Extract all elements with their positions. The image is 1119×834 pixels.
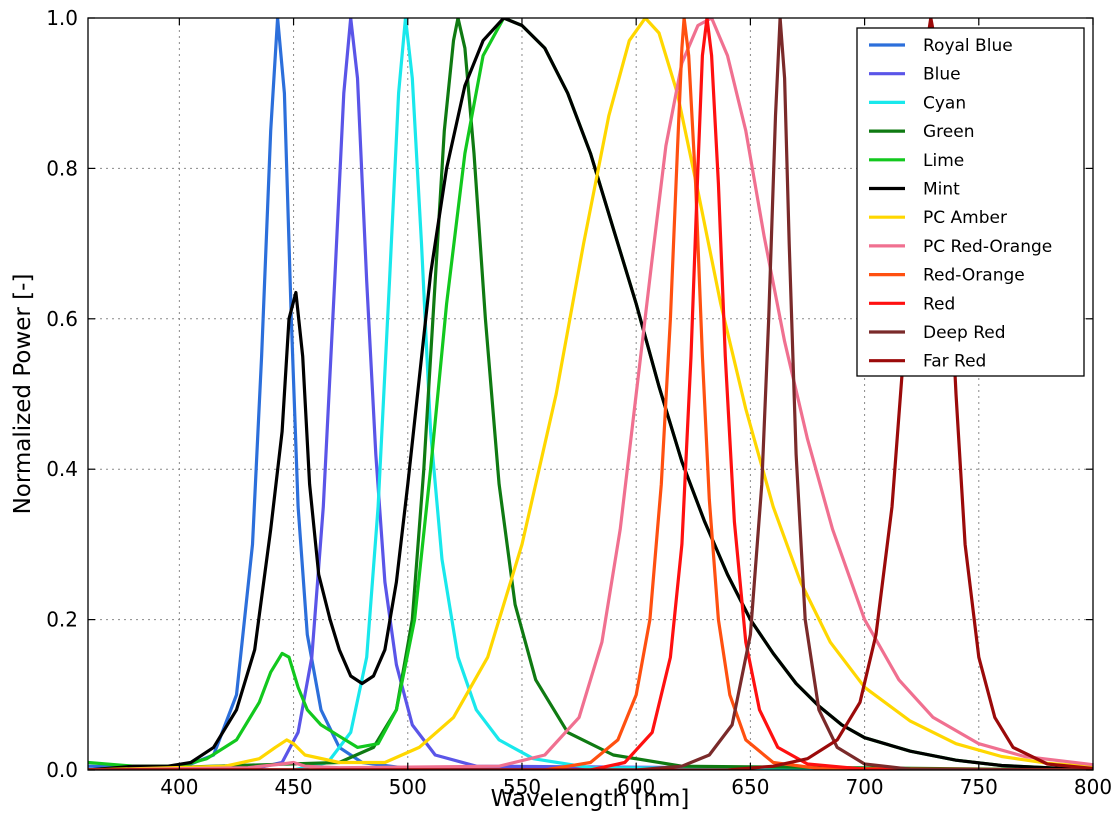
x-tick-label: 450 (274, 775, 312, 799)
legend-label-lime: Lime (923, 151, 964, 171)
legend-label-royal-blue: Royal Blue (923, 36, 1013, 56)
legend-box (856, 27, 1085, 377)
series-lines (88, 18, 1093, 770)
y-tick-label: 1.0 (46, 6, 78, 30)
x-tick-label: 750 (960, 775, 998, 799)
series-line-pc-amber (88, 18, 1093, 770)
series-line-red-orange (88, 18, 1093, 770)
legend-label-blue: Blue (923, 65, 961, 85)
plot-area-frame (87, 17, 1094, 771)
x-tick-label: 600 (617, 775, 655, 799)
series-line-red (88, 18, 1093, 770)
y-axis-label: Normalized Power [-] (10, 274, 36, 515)
y-tick-label: 0.2 (46, 608, 78, 632)
x-tick-labels: 400 450 500 550 600 650 700 750 800 (160, 775, 1112, 799)
x-axis-label: Wavelength [nm] (491, 786, 690, 812)
series-line-blue (88, 18, 1093, 770)
x-tick-label: 400 (160, 775, 198, 799)
legend-label-pc-amber: PC Amber (923, 208, 1007, 228)
y-tick-labels: 0.0 0.2 0.4 0.6 0.8 1.0 (46, 6, 78, 782)
legend-label-cyan: Cyan (923, 93, 966, 113)
axis-ticks (88, 17, 1094, 771)
series-line-deep-red (88, 18, 1093, 770)
series-line-royal-blue (88, 18, 1093, 770)
series-line-mint (88, 18, 1093, 770)
y-tick-label: 0.6 (46, 307, 78, 331)
legend-label-deep-red: Deep Red (923, 323, 1006, 343)
legend-label-red: Red (923, 294, 955, 314)
y-tick-label: 0.4 (46, 457, 78, 481)
legend-label-far-red: Far Red (923, 352, 986, 372)
y-tick-label: 0.8 (46, 156, 78, 180)
y-tick-label: 0.0 (46, 758, 78, 782)
legend-label-green: Green (923, 122, 974, 142)
legend-label-pc-red-orange: PC Red-Orange (923, 237, 1052, 257)
x-tick-label: 550 (503, 775, 541, 799)
legend: Royal Blue Blue Cyan Green Lime Mint PC Amber P… (856, 27, 1085, 377)
x-tick-label: 500 (389, 775, 427, 799)
series-line-cyan (88, 18, 1093, 770)
x-tick-label: 800 (1074, 775, 1112, 799)
legend-label-mint: Mint (923, 180, 960, 200)
legend-label-red-orange: Red-Orange (923, 266, 1025, 286)
x-tick-label: 700 (845, 775, 883, 799)
x-tick-label: 650 (731, 775, 769, 799)
